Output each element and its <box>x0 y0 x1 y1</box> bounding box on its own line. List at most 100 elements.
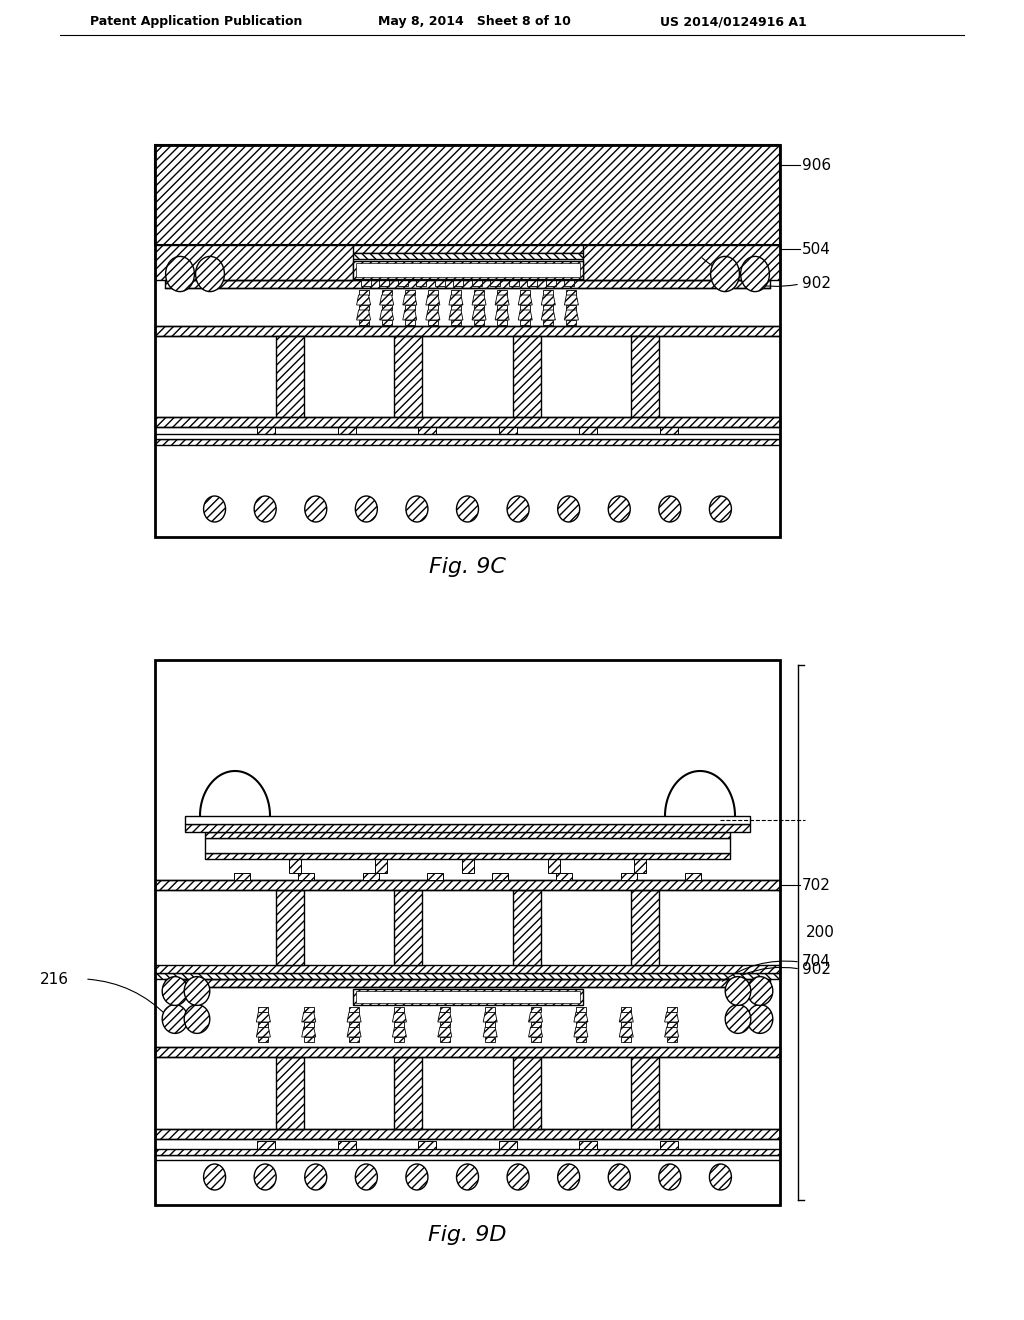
Bar <box>546 279 556 286</box>
Bar <box>499 1140 517 1148</box>
Polygon shape <box>665 1012 679 1022</box>
Bar <box>362 873 379 880</box>
Bar <box>530 1038 541 1041</box>
Polygon shape <box>483 1027 498 1038</box>
Ellipse shape <box>204 496 225 521</box>
Bar <box>530 1022 541 1027</box>
Polygon shape <box>542 310 555 319</box>
Polygon shape <box>496 294 509 305</box>
Polygon shape <box>564 294 579 305</box>
Bar <box>394 1038 404 1041</box>
Ellipse shape <box>162 1005 187 1034</box>
Text: 704: 704 <box>802 954 830 969</box>
Bar <box>566 319 577 325</box>
Bar <box>380 279 389 286</box>
Bar <box>632 337 659 426</box>
Bar <box>358 319 369 325</box>
Ellipse shape <box>457 496 478 521</box>
Bar <box>474 290 484 294</box>
Bar <box>667 1007 677 1012</box>
Polygon shape <box>356 310 371 319</box>
Bar <box>492 873 508 880</box>
Bar <box>382 290 392 294</box>
Bar <box>575 1038 586 1041</box>
Ellipse shape <box>184 1005 210 1034</box>
Ellipse shape <box>608 496 630 521</box>
Ellipse shape <box>355 1164 377 1191</box>
Bar <box>474 319 484 325</box>
Polygon shape <box>528 1027 543 1038</box>
Bar <box>451 319 461 325</box>
Bar <box>394 1022 404 1027</box>
Text: 200: 200 <box>806 925 835 940</box>
Bar <box>485 1022 496 1027</box>
Ellipse shape <box>710 496 731 521</box>
Polygon shape <box>483 1012 498 1022</box>
Polygon shape <box>449 294 463 305</box>
Bar <box>462 859 473 873</box>
Polygon shape <box>256 1027 270 1038</box>
Bar <box>155 1129 780 1139</box>
Bar <box>349 1038 359 1041</box>
Bar <box>428 305 438 310</box>
Bar <box>257 426 275 436</box>
Ellipse shape <box>725 1005 751 1034</box>
Bar <box>404 290 415 294</box>
Ellipse shape <box>406 496 428 521</box>
Ellipse shape <box>184 977 210 1006</box>
Text: Fig. 9D: Fig. 9D <box>428 1225 507 1245</box>
Bar <box>566 290 577 294</box>
Ellipse shape <box>725 977 751 1006</box>
Bar <box>513 890 541 965</box>
Bar <box>580 426 597 436</box>
Ellipse shape <box>305 496 327 521</box>
Polygon shape <box>392 1012 407 1022</box>
Bar <box>575 1022 586 1027</box>
Ellipse shape <box>254 496 276 521</box>
Ellipse shape <box>748 1005 773 1034</box>
Bar <box>155 440 780 445</box>
Polygon shape <box>402 310 417 319</box>
Ellipse shape <box>254 1164 276 1191</box>
Bar <box>497 319 507 325</box>
Ellipse shape <box>658 1164 681 1191</box>
Bar <box>667 1022 677 1027</box>
Bar <box>454 279 463 286</box>
Bar <box>509 279 518 286</box>
Bar <box>275 890 303 965</box>
Polygon shape <box>542 294 555 305</box>
Bar <box>497 290 507 294</box>
Bar <box>185 816 750 824</box>
Text: US 2014/0124916 A1: US 2014/0124916 A1 <box>660 16 807 29</box>
Bar <box>155 434 780 440</box>
Polygon shape <box>380 310 393 319</box>
Bar <box>205 853 730 859</box>
Bar <box>428 319 438 325</box>
Bar <box>485 1038 496 1041</box>
Polygon shape <box>620 1012 633 1022</box>
Polygon shape <box>392 1027 407 1038</box>
Bar <box>548 859 560 873</box>
Ellipse shape <box>558 1164 580 1191</box>
Polygon shape <box>573 1027 588 1038</box>
Bar <box>155 660 780 1205</box>
Text: 504: 504 <box>802 242 830 256</box>
Bar <box>513 1057 541 1129</box>
Bar <box>394 1007 404 1012</box>
Ellipse shape <box>740 256 769 292</box>
Polygon shape <box>472 294 486 305</box>
Bar <box>382 319 392 325</box>
Polygon shape <box>564 310 579 319</box>
Bar <box>304 1038 313 1041</box>
Bar <box>530 1007 541 1012</box>
Bar <box>376 859 387 873</box>
Bar <box>338 1140 356 1148</box>
Bar <box>440 1022 450 1027</box>
Bar <box>497 305 507 310</box>
Bar <box>685 873 701 880</box>
Bar <box>275 337 303 426</box>
Polygon shape <box>518 310 532 319</box>
Ellipse shape <box>196 256 224 292</box>
Polygon shape <box>665 1027 679 1038</box>
Ellipse shape <box>204 1164 225 1191</box>
